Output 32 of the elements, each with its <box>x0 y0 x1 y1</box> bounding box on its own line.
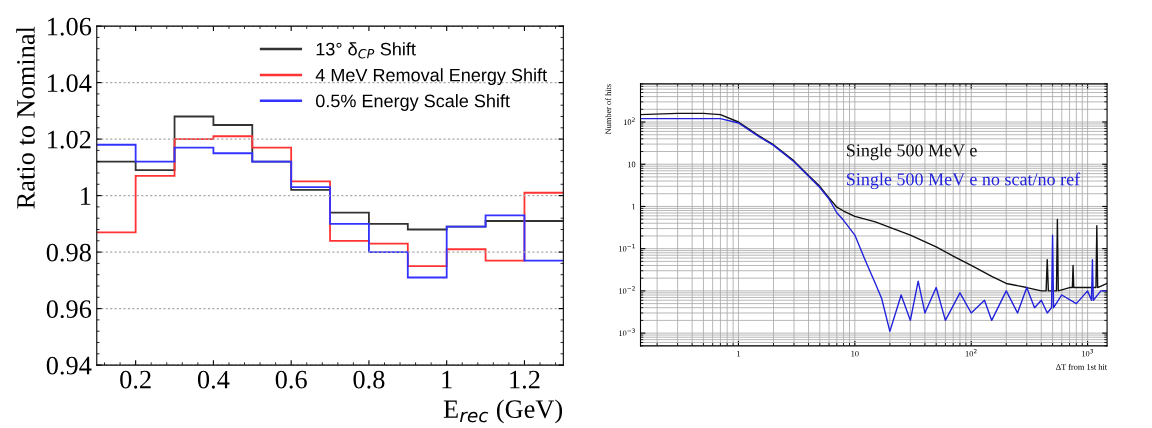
legend-label: 4 MeV Removal Energy Shift <box>315 68 547 86</box>
x-tick-label: 0.4 <box>197 370 230 389</box>
y-tick-label: 0.94 <box>46 356 92 375</box>
y-tick-label: 10$^{−1}$ <box>619 244 635 252</box>
x-axis-title: ΔT from 1st hit <box>1056 363 1108 370</box>
y-tick-label: 1.06 <box>48 17 92 36</box>
y-tick-label: 0.98 <box>46 243 91 262</box>
x-tick-label: 10$^{3}$ <box>1082 348 1094 357</box>
series-label: Single 500 MeV e no scat/no ref <box>847 172 1081 190</box>
x-tick-label: 0.8 <box>353 370 385 389</box>
y-tick-label: 10$^{2}$ <box>623 117 635 125</box>
y-tick-label: 10$^{−3}$ <box>619 328 635 337</box>
y-tick-label: 10$^{−2}$ <box>619 286 635 294</box>
y-axis-title: Number of hits <box>605 84 612 135</box>
x-tick-label: 1.2 <box>510 370 540 389</box>
y-tick-label: 1.02 <box>48 130 91 149</box>
y-tick-label: 0.96 <box>46 300 92 319</box>
x-tick-label: 10$^{2}$ <box>965 348 977 357</box>
x-tick-label: 0.6 <box>275 370 307 389</box>
x-axis-title: E$_{rec}$ (GeV) <box>443 399 563 424</box>
y-axis-title: Ratio to Nominal <box>16 26 35 209</box>
x-tick-label: 0.2 <box>120 370 151 389</box>
legend-label: 0.5% Energy Scale Shift <box>315 94 510 111</box>
x-tick-label: 1 <box>442 370 452 389</box>
legend-label: 13° δ$_{CP}$ Shift <box>316 42 416 59</box>
y-tick-label: 1 <box>81 187 91 205</box>
y-tick-label: 10 <box>628 161 636 168</box>
text: Single 500 MeV e <box>847 143 977 161</box>
x-tick-label: 10 <box>851 350 859 357</box>
x-tick-label: 1 <box>737 350 741 357</box>
y-tick-label: 1.04 <box>48 74 92 93</box>
y-tick-label: 1 <box>632 203 636 210</box>
